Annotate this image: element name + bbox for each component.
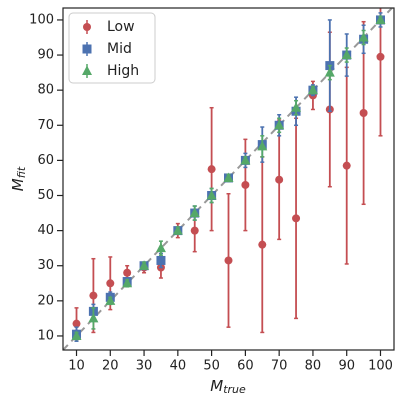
y-tick-label: 70 bbox=[37, 118, 54, 133]
legend-marker bbox=[83, 23, 91, 31]
marker bbox=[292, 214, 301, 223]
marker bbox=[155, 242, 166, 253]
x-label-main: M bbox=[210, 377, 223, 395]
marker bbox=[375, 14, 386, 24]
y-label-main: M bbox=[9, 178, 27, 191]
marker bbox=[88, 312, 99, 323]
marker bbox=[291, 102, 302, 112]
x-tick-label: 40 bbox=[170, 359, 187, 374]
marker bbox=[359, 108, 368, 117]
plot-area bbox=[63, 8, 393, 350]
x-tick-label: 50 bbox=[203, 359, 220, 374]
marker bbox=[376, 52, 385, 61]
marker bbox=[324, 67, 335, 77]
marker bbox=[224, 256, 233, 265]
y-tick-label: 60 bbox=[37, 153, 54, 168]
marker bbox=[106, 279, 115, 288]
marker bbox=[240, 154, 251, 165]
x-tick-label: 80 bbox=[305, 359, 322, 374]
marker bbox=[105, 295, 116, 305]
marker bbox=[206, 190, 217, 200]
y-tick-label: 100 bbox=[29, 12, 54, 27]
marker bbox=[190, 226, 199, 235]
marker bbox=[189, 207, 200, 218]
legend-label: Mid bbox=[107, 41, 132, 57]
marker bbox=[307, 84, 318, 95]
x-label-sub: true bbox=[223, 383, 246, 396]
legend-label: High bbox=[107, 63, 139, 79]
marker bbox=[72, 319, 81, 328]
marker bbox=[207, 165, 216, 174]
y-tick-label: 40 bbox=[37, 223, 54, 238]
marker bbox=[139, 260, 150, 270]
x-tick-label: 70 bbox=[271, 359, 288, 374]
plot-frame bbox=[62, 7, 395, 351]
y-tick-label: 20 bbox=[37, 293, 54, 308]
x-tick-label: 90 bbox=[338, 359, 355, 374]
marker bbox=[123, 268, 132, 277]
marker bbox=[257, 140, 268, 151]
marker bbox=[341, 49, 352, 60]
marker bbox=[223, 172, 234, 182]
y-tick-label: 10 bbox=[37, 328, 54, 343]
marker bbox=[172, 225, 183, 235]
marker bbox=[156, 255, 166, 265]
y-tick-label: 80 bbox=[37, 83, 54, 98]
legend-box bbox=[68, 12, 156, 84]
x-tick-label: 60 bbox=[237, 359, 254, 374]
y-tick-label: 90 bbox=[37, 48, 54, 63]
legend-label: Low bbox=[107, 19, 135, 35]
marker bbox=[258, 240, 267, 249]
marker bbox=[241, 180, 250, 189]
marker bbox=[89, 291, 98, 300]
y-tick-label: 30 bbox=[37, 258, 54, 273]
y-label-sub: fit bbox=[15, 166, 28, 178]
legend-marker bbox=[82, 44, 92, 54]
y-tick-label: 50 bbox=[37, 188, 54, 203]
marker bbox=[71, 330, 82, 340]
x-tick-label: 20 bbox=[102, 359, 119, 374]
x-tick-label: 30 bbox=[136, 359, 153, 374]
x-tick-label: 10 bbox=[68, 359, 85, 374]
x-tick-label: 100 bbox=[368, 359, 393, 374]
marker bbox=[358, 31, 369, 42]
y-axis-label: Mfit bbox=[9, 166, 29, 191]
legend-marker bbox=[82, 65, 92, 75]
marker bbox=[275, 175, 284, 184]
marker bbox=[342, 161, 351, 170]
marker bbox=[122, 277, 133, 288]
marker bbox=[274, 119, 285, 130]
x-axis-label: Mtrue bbox=[210, 377, 246, 397]
